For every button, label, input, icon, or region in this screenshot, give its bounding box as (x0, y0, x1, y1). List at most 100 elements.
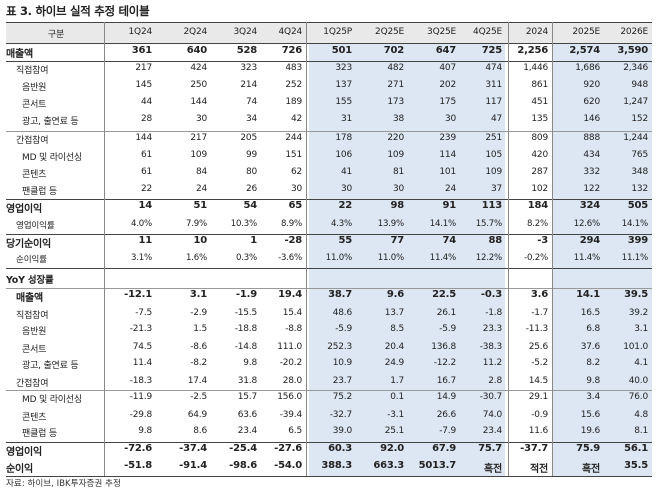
cell-value: 3.1% (130, 253, 152, 263)
cell-value: -54.0 (274, 460, 302, 471)
cell-value: 1,686 (575, 63, 600, 73)
cell-value: 101.0 (623, 342, 648, 352)
rule-op-income (6, 199, 652, 200)
table-row: 영업이익 -72.6 -37.4 -25.4 -27.6 60.3 92.0 67.9 75.7… (6, 442, 652, 459)
cell-value: 12.6% (573, 219, 601, 229)
cell-value: 30 (290, 184, 302, 194)
rule-net-income (6, 234, 652, 235)
row-label: 광고, 출연료 등 (22, 117, 79, 127)
cell-value: 647 (435, 45, 456, 56)
column-divider (104, 22, 105, 476)
cell-value: 23.3 (482, 324, 502, 334)
cell-value: 2,256 (517, 45, 548, 56)
cell-value: 205 (240, 133, 257, 143)
cell-value: 105 (485, 150, 502, 160)
cell-value: 122 (583, 184, 600, 194)
cell-value: -39.4 (279, 410, 302, 420)
cell-value: -20.2 (279, 358, 302, 368)
cell-value: 51 (193, 200, 207, 211)
cell-value: 311 (485, 80, 502, 90)
cell-value: 2,346 (623, 63, 648, 73)
table-row: 팬클럽 등 22 24 26 30 30 30 24 37 102 122 132 (6, 182, 652, 199)
cell-value: -38.3 (479, 342, 502, 352)
cell-value: 37.6 (580, 342, 600, 352)
cell-value: 9.8 (138, 426, 152, 436)
table-row: 콘서트 74.5 -8.6 -14.8 111.0 252.3 20.4 136.8 -38.3… (6, 340, 652, 357)
cell-value: 13.9% (377, 219, 405, 229)
header-col-6: 3Q25E (427, 27, 456, 37)
cell-value: 861 (531, 80, 548, 90)
cell-value: 13.7 (384, 308, 404, 318)
cell-value: 11.0% (377, 253, 405, 263)
cell-value: 30 (340, 184, 352, 194)
cell-value: -0.9 (531, 410, 548, 420)
cell-value: 640 (186, 45, 207, 56)
cell-value: -72.6 (124, 443, 152, 454)
table-row: 직접참여 217 424 323 483 323 482 407 474 1,446 1,686 2,… (6, 61, 652, 78)
cell-value: 725 (481, 45, 502, 56)
cell-value: 11.6 (528, 426, 548, 436)
cell-value: 323 (335, 63, 352, 73)
column-divider (306, 22, 307, 476)
cell-value: -12.1 (124, 289, 152, 300)
row-label: 간접참여 (16, 136, 49, 146)
cell-value: 15.6 (580, 410, 600, 420)
header-col-3: 4Q24 (278, 27, 303, 37)
cell-value: 145 (135, 80, 152, 90)
cell-value: -5.9 (439, 324, 456, 334)
cell-value: 361 (131, 45, 152, 56)
cell-value: 67.9 (432, 443, 456, 454)
table-row: 매출액 361 640 528 726 501 702 647 725 2,256 2,574 3,5… (6, 44, 652, 61)
cell-value: -3 (537, 235, 548, 246)
cell-value: 6.8 (586, 324, 600, 334)
cell-value: -14.8 (234, 342, 257, 352)
cell-value: 501 (331, 45, 352, 56)
row-label: 콘텐츠 (22, 413, 47, 423)
header-col-2: 3Q24 (233, 27, 258, 37)
table-title: 표 3. 하이브 실적 추정 테이블 (6, 4, 150, 18)
cell-value: 6.5 (288, 426, 302, 436)
row-label: 광고, 출연료 등 (22, 361, 79, 371)
cell-value: -7.9 (439, 426, 456, 436)
cell-value: 294 (579, 235, 600, 246)
row-label: 팬클럽 등 (22, 429, 57, 439)
row-label: 영업이익 (6, 204, 42, 215)
rule-yoy-indirect (6, 390, 652, 391)
row-label: 매출액 (16, 293, 43, 304)
table-header: 구분 1Q24 2Q24 3Q24 4Q24 1Q25P 2Q25E 3Q25E 4Q25E 2… (6, 22, 652, 44)
cell-value: 106 (335, 150, 352, 160)
cell-value: 109 (190, 150, 207, 160)
row-label: 콘서트 (22, 100, 47, 110)
cell-value: 809 (531, 133, 548, 143)
cell-value: 74 (245, 97, 257, 107)
cell-value: 324 (579, 200, 600, 211)
cell-value: -1.9 (235, 289, 257, 300)
cell-value: -21.3 (129, 324, 152, 334)
cell-value: 4.0% (130, 219, 152, 229)
cell-value: 24 (195, 184, 207, 194)
cell-value: 34 (245, 114, 257, 124)
cell-value: 8.2% (526, 219, 548, 229)
cell-value: 109 (485, 167, 502, 177)
row-label: 직접참여 (16, 311, 49, 321)
cell-value: 3.1 (189, 289, 207, 300)
cell-value: 42 (290, 114, 302, 124)
cell-value: -0.2% (524, 253, 548, 263)
rule-yoy-revenue (6, 288, 652, 289)
cell-value: 14.9 (436, 392, 456, 402)
row-label: 당기순이익 (6, 239, 51, 250)
cell-value: -7.5 (135, 308, 152, 318)
cell-value: 84 (195, 167, 207, 177)
cell-value: 239 (439, 133, 456, 143)
cell-value: 920 (583, 80, 600, 90)
cell-value: 60.3 (328, 443, 352, 454)
cell-value: 451 (531, 97, 548, 107)
rule-yoy (6, 268, 652, 269)
cell-value: -2.5 (190, 392, 207, 402)
cell-value: 23.7 (332, 376, 352, 386)
cell-value: 30 (392, 184, 404, 194)
cell-value: 348 (631, 167, 648, 177)
cell-value: 8.2 (586, 358, 600, 368)
row-label: 콘서트 (22, 345, 47, 355)
row-label: 음반원 (22, 327, 47, 337)
